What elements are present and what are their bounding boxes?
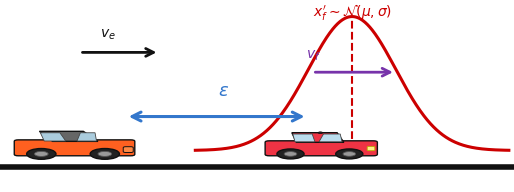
Text: $v_e$: $v_e$ bbox=[100, 28, 116, 42]
Text: $v_f$: $v_f$ bbox=[306, 48, 321, 63]
Circle shape bbox=[34, 151, 48, 156]
Circle shape bbox=[90, 149, 119, 159]
Polygon shape bbox=[293, 134, 315, 142]
Text: $\epsilon$: $\epsilon$ bbox=[218, 82, 229, 100]
Circle shape bbox=[98, 151, 112, 156]
FancyBboxPatch shape bbox=[14, 140, 135, 156]
FancyBboxPatch shape bbox=[265, 141, 377, 156]
Circle shape bbox=[343, 152, 356, 156]
Circle shape bbox=[318, 132, 323, 133]
Polygon shape bbox=[292, 133, 344, 142]
Polygon shape bbox=[40, 131, 98, 141]
Circle shape bbox=[336, 149, 363, 159]
Circle shape bbox=[27, 149, 56, 159]
Polygon shape bbox=[40, 133, 66, 141]
Text: $x_f^{\prime}\sim\mathcal{N}(\mu,\sigma)$: $x_f^{\prime}\sim\mathcal{N}(\mu,\sigma)… bbox=[313, 2, 392, 22]
Polygon shape bbox=[77, 133, 97, 141]
Polygon shape bbox=[319, 134, 342, 142]
FancyBboxPatch shape bbox=[123, 147, 133, 152]
Circle shape bbox=[284, 152, 297, 156]
FancyBboxPatch shape bbox=[367, 146, 375, 151]
Circle shape bbox=[277, 149, 304, 159]
